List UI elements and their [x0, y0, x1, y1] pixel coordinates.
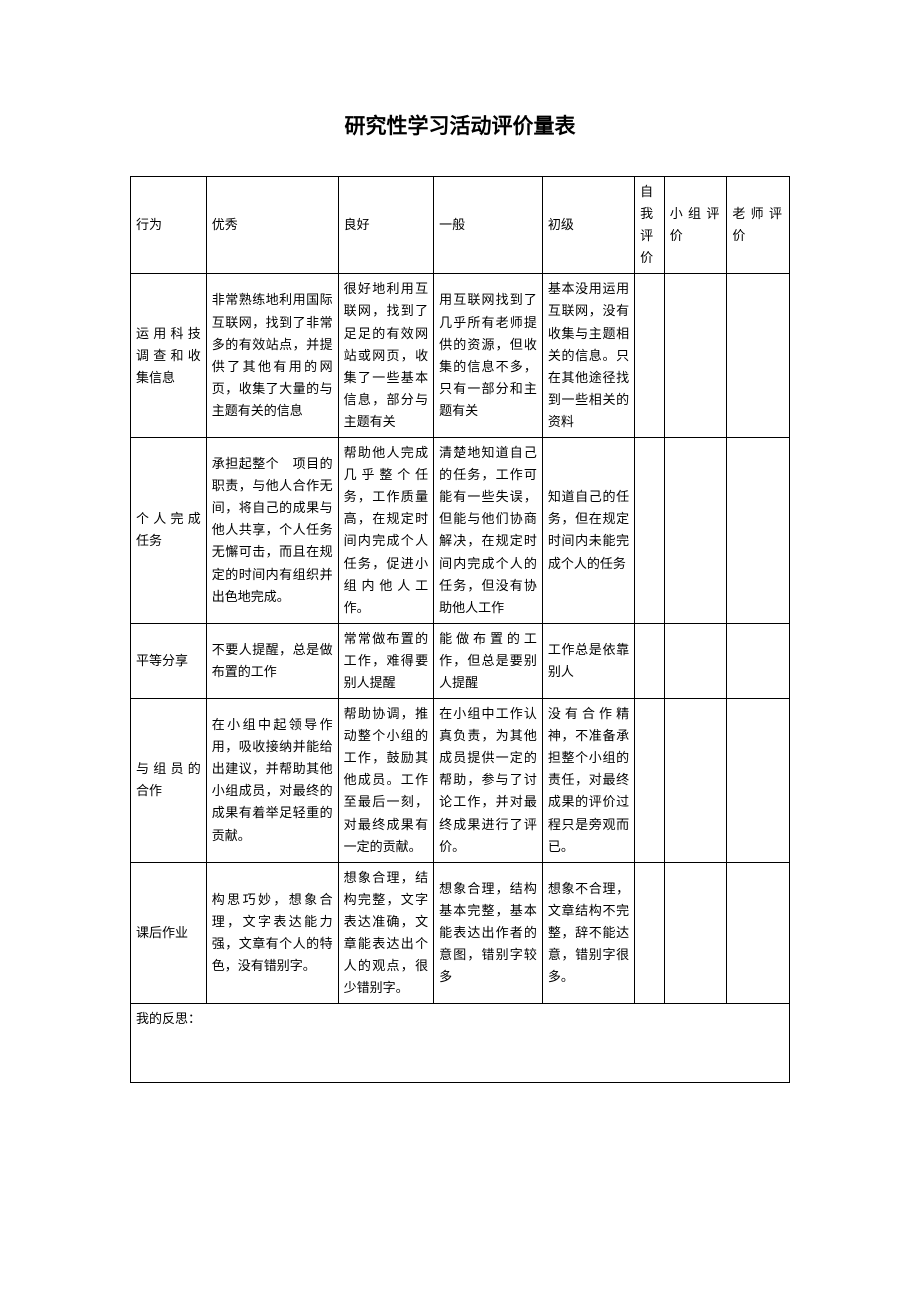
cell-teacher-eval [727, 862, 790, 1004]
cell-excellent: 非常熟练地利用国际互联网，找到了非常多的有效站点，并提供了其他有用的网页，收集了… [206, 274, 338, 438]
cell-behavior: 课后作业 [131, 862, 207, 1004]
cell-excellent: 不要人提醒，总是做布置的工作 [206, 623, 338, 698]
cell-average: 清楚地知道自己的任务，工作可能有一些失误，但能与他们协商解决，在规定时间内完成个… [434, 438, 543, 624]
cell-good: 帮助他人完成几乎整个任务，工作质量高，在规定时间内完成个人任务，促进小组内他人工… [338, 438, 434, 624]
cell-excellent: 在小组中起领导作用，吸收接纳并能给出建议，并帮助其他小组成员，对最终的成果有着举… [206, 699, 338, 863]
col-good: 良好 [338, 177, 434, 274]
col-excellent: 优秀 [206, 177, 338, 274]
cell-behavior: 与组员的合作 [131, 699, 207, 863]
cell-average: 在小组中工作认真负责，为其他 成员提供一定的帮助，参与了讨论工作，并对最终成果进… [434, 699, 543, 863]
cell-teacher-eval [727, 699, 790, 863]
col-self-eval: 自我评价 [635, 177, 665, 274]
table-row: 个人完成任务 承担起整个 项目的职责，与他人合作无间，将自己的成果与他人共享，个… [131, 438, 790, 624]
cell-excellent: 承担起整个 项目的职责，与他人合作无间，将自己的成果与他人共享，个人任务无懈可击… [206, 438, 338, 624]
rubric-tbody: 行为 优秀 良好 一般 初级 自我评价 小组评价 老师评价 运用科技调查和收集信… [131, 177, 790, 1083]
cell-self-eval [635, 699, 665, 863]
cell-good: 常常做布置的工作，难得要别人提醒 [338, 623, 434, 698]
table-row: 平等分享 不要人提醒，总是做布置的工作 常常做布置的工作，难得要别人提醒 能做布… [131, 623, 790, 698]
cell-beginner: 知道自己的任务，但在规定时间内未能完成个人的任务 [542, 438, 634, 624]
col-average: 一般 [434, 177, 543, 274]
cell-teacher-eval [727, 438, 790, 624]
col-group-eval: 小组评价 [664, 177, 727, 274]
cell-beginner: 想象不合理，文章结构不完整，辞不能达意，错别字很多。 [542, 862, 634, 1004]
cell-teacher-eval [727, 623, 790, 698]
table-row: 与组员的合作 在小组中起领导作用，吸收接纳并能给出建议，并帮助其他小组成员，对最… [131, 699, 790, 863]
col-behavior: 行为 [131, 177, 207, 274]
rubric-table: 行为 优秀 良好 一般 初级 自我评价 小组评价 老师评价 运用科技调查和收集信… [130, 176, 790, 1083]
table-row: 运用科技调查和收集信息 非常熟练地利用国际互联网，找到了非常多的有效站点，并提供… [131, 274, 790, 438]
cell-self-eval [635, 274, 665, 438]
cell-average: 想象合理，结构基本完整，基本能表达出作者的意图，错别字较多 [434, 862, 543, 1004]
col-teacher-eval: 老师评价 [727, 177, 790, 274]
cell-group-eval [664, 699, 727, 863]
cell-good: 想象合理，结构完整，文字表达准确，文章能表达出个人的观点，很少错别字。 [338, 862, 434, 1004]
page-title: 研究性学习活动评价量表 [130, 110, 790, 140]
cell-beginner: 工作总是依靠别人 [542, 623, 634, 698]
cell-behavior: 运用科技调查和收集信息 [131, 274, 207, 438]
cell-good: 帮助协调，推动整个小组的工作，鼓励其他成员。工作至最后一刻，对最终成果有一定的贡… [338, 699, 434, 863]
cell-beginner: 基本没用运用互联网，没有收集与主题相关的信息。只在其他途径找到一些相关的资料 [542, 274, 634, 438]
cell-average: 能做布置的工作，但总是要别人提醒 [434, 623, 543, 698]
header-row: 行为 优秀 良好 一般 初级 自我评价 小组评价 老师评价 [131, 177, 790, 274]
cell-average: 用互联网找到了几乎所有老师提供的资源，但收集的信息不多，只有一部分和主题有关 [434, 274, 543, 438]
cell-excellent: 构思巧妙，想象合理，文字表达能力强，文章有个人的特色，没有错别字。 [206, 862, 338, 1004]
cell-self-eval [635, 623, 665, 698]
cell-behavior: 平等分享 [131, 623, 207, 698]
cell-behavior: 个人完成任务 [131, 438, 207, 624]
cell-beginner: 没有合作精神，不准备承担整个小组的责任，对最终成果的评价过程只是旁观而已。 [542, 699, 634, 863]
cell-group-eval [664, 438, 727, 624]
cell-self-eval [635, 862, 665, 1004]
table-row: 课后作业 构思巧妙，想象合理，文字表达能力强，文章有个人的特色，没有错别字。 想… [131, 862, 790, 1004]
cell-good: 很好地利用互联网，找到了足足的有效网站或网页，收集了一些基本信息，部分与主题有关 [338, 274, 434, 438]
cell-group-eval [664, 862, 727, 1004]
cell-group-eval [664, 623, 727, 698]
cell-group-eval [664, 274, 727, 438]
cell-teacher-eval [727, 274, 790, 438]
cell-self-eval [635, 438, 665, 624]
col-beginner: 初级 [542, 177, 634, 274]
reflection-row: 我的反思： [131, 1004, 790, 1083]
reflection-cell: 我的反思： [131, 1004, 790, 1083]
document-page: 研究性学习活动评价量表 行为 优秀 良好 一般 初级 自我评价 小组评价 老师评… [0, 0, 920, 1143]
